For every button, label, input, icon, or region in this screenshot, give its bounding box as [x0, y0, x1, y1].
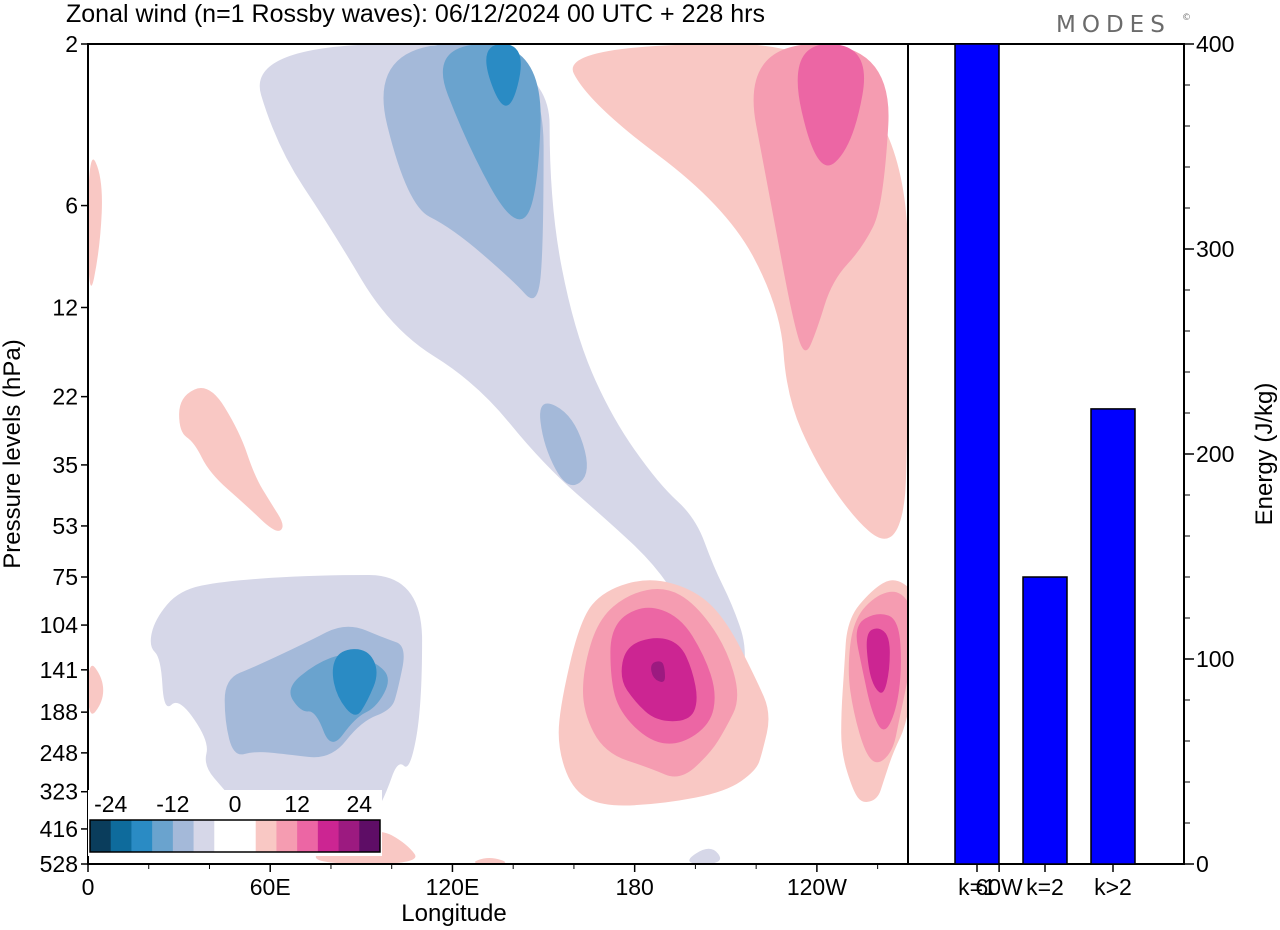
modes-logo: MODES ©	[1056, 12, 1191, 38]
energy-tick-label: 200	[1196, 441, 1234, 467]
wind-contour-region	[486, 44, 521, 106]
x-axis-label: Longitude	[401, 900, 506, 927]
colorbar-frame	[89, 819, 381, 853]
colorbar-swatch	[214, 820, 236, 852]
bar-category-label: k=2	[1026, 874, 1064, 900]
colorbar-tick-label: -24	[94, 791, 127, 817]
colorbar-swatch	[276, 820, 298, 852]
x-tick-label: 120E	[426, 874, 480, 900]
wind-contour-region	[651, 661, 665, 682]
colorbar-swatch	[338, 820, 360, 852]
wind-contour-region	[88, 665, 104, 714]
y-tick-label: 104	[40, 612, 79, 638]
logo-copyright-mark: ©	[1182, 13, 1191, 23]
colorbar-swatch	[297, 820, 319, 852]
y-tick-label: 6	[65, 193, 78, 219]
bar-category-label: k=1	[958, 874, 996, 900]
y-tick-label: 248	[40, 740, 78, 766]
energy-tick-label: 400	[1196, 31, 1234, 57]
y-tick-label: 22	[52, 384, 78, 410]
logo-text: MODES	[1056, 12, 1171, 38]
colorbar-swatch	[235, 820, 257, 852]
colorbar-tick-label: -12	[156, 791, 189, 817]
y-axis-label: Pressure levels (hPa)	[0, 339, 26, 568]
wind-contour-region	[179, 388, 283, 531]
x-tick-label: 120W	[787, 874, 847, 900]
y-tick-label: 35	[52, 452, 78, 478]
y-tick-label: 188	[40, 699, 78, 725]
y-tick-label: 416	[40, 816, 78, 842]
energy-bar	[1090, 408, 1136, 865]
x-tick-label: 60W	[975, 874, 1023, 900]
wind-field	[88, 44, 908, 864]
colorbar-swatch	[110, 820, 132, 852]
wind-contour-region	[88, 159, 102, 286]
colorbar-swatch	[152, 820, 174, 852]
x-tick-label: 180	[615, 874, 653, 900]
energy-bar	[954, 43, 1000, 865]
y-tick-label: 323	[40, 779, 78, 805]
wind-contour-region	[474, 858, 506, 864]
colorbar-tick-label: 24	[346, 791, 372, 817]
y-tick-label: 141	[40, 657, 78, 683]
chart-title: Zonal wind (n=1 Rossby waves): 06/12/202…	[66, 0, 765, 28]
colorbar-swatch	[90, 820, 112, 852]
wind-contour-region	[259, 44, 745, 705]
colorbar-swatch	[255, 820, 277, 852]
colorbar: -24 -12 0 12 24	[88, 790, 382, 856]
energy-tick-label: 300	[1196, 236, 1234, 262]
y-tick-label: 12	[52, 294, 78, 320]
colorbar-swatch	[172, 820, 195, 852]
energy-axis-label: Energy (J/kg)	[1251, 383, 1278, 526]
wind-contour-region	[332, 649, 377, 715]
x-tick-label: 60E	[250, 874, 291, 900]
wind-contour-region	[689, 848, 721, 864]
colorbar-swatch	[359, 820, 381, 852]
wind-contour-region	[866, 628, 890, 693]
energy-bar	[1022, 576, 1068, 865]
bar-category-label: k>2	[1094, 874, 1132, 900]
y-tick-label: 75	[52, 564, 78, 590]
wind-contour-region	[540, 403, 587, 486]
x-tick-label: 0	[82, 874, 95, 900]
y-tick-label: 2	[65, 31, 78, 57]
hovmoller-panel: 2 6 12 22 35 53 75 104 141 188 248 323 416 528 Pressur…	[0, 31, 1023, 927]
colorbar-swatch	[131, 820, 153, 852]
colorbar-tick-label: 0	[229, 791, 242, 817]
wind-contour-region	[797, 44, 865, 166]
colorbar-swatch	[193, 820, 215, 852]
y-tick-label: 528	[40, 851, 78, 877]
energy-bar-panel: k=1 k=2 k>2 0 100 200 300 400 Energy (J/kg)	[907, 31, 1278, 900]
y-tick-label: 53	[52, 513, 78, 539]
energy-tick-label: 100	[1196, 646, 1234, 672]
colorbar-tick-label: 12	[284, 791, 310, 817]
energy-tick-label: 0	[1196, 851, 1209, 877]
colorbar-swatch	[317, 820, 340, 852]
